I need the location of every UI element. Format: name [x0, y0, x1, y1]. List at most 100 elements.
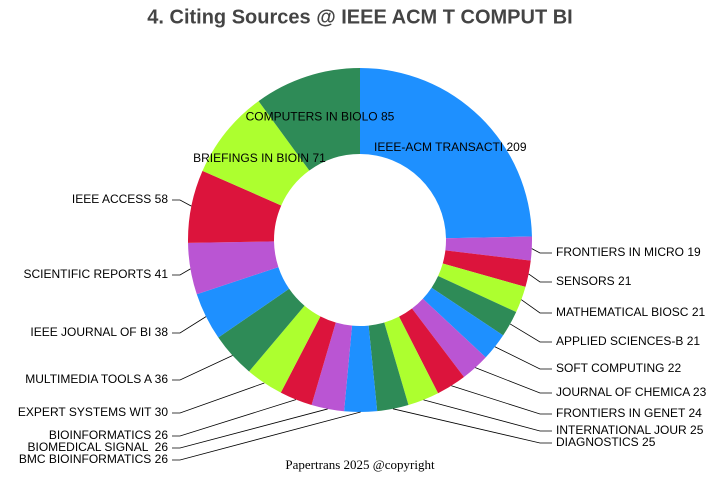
leader-line [172, 399, 296, 437]
slice [411, 298, 486, 378]
slice [360, 68, 532, 239]
slice-label: APPLIED SCIENCES-B 21 [556, 334, 700, 348]
leader-line [172, 268, 191, 276]
slice [442, 250, 531, 287]
label-name: FRONTIERS IN GENET [556, 406, 686, 420]
label-name: BMC BIOINFORMATICS [19, 452, 151, 466]
slice [280, 316, 336, 406]
label-value: 85 [381, 110, 395, 124]
leader-line [451, 385, 552, 415]
slice-label: IEEE-ACM TRANSACTI 209 [374, 140, 527, 154]
slice-label: FRONTIERS IN GENET 24 [556, 406, 702, 420]
footer: Papertrans 2025 @copyright [285, 457, 435, 472]
leader-line [172, 316, 207, 334]
slice [368, 322, 409, 412]
label-name: BIOINFORMATICS [49, 428, 151, 442]
label-value: 21 [687, 334, 701, 348]
slice-label: INTERNATIONAL JOUR 25 [556, 423, 704, 437]
slice-label: SCIENTIFIC REPORTS 41 [24, 267, 169, 281]
label-value: 22 [668, 361, 682, 375]
label-value: 23 [693, 385, 707, 399]
label-value: 26 [155, 428, 169, 442]
label-name: IEEE ACCESS [72, 192, 151, 206]
leader-line [509, 323, 552, 343]
slice [218, 288, 305, 372]
leader-line [531, 248, 552, 254]
slice [384, 316, 439, 406]
leader-line [521, 299, 552, 314]
label-value: 58 [155, 192, 169, 206]
leader-line [172, 382, 265, 414]
slice-label: BMC BIOINFORMATICS 26 [19, 452, 168, 466]
slice [249, 305, 321, 393]
label-name: DIAGNOSTICS [556, 435, 639, 449]
slice [399, 308, 464, 394]
label-value: 19 [687, 245, 701, 259]
label-name: SENSORS [556, 274, 615, 288]
label-value: 21 [618, 274, 632, 288]
label-value: 71 [312, 151, 326, 165]
slice-label: COMPUTERS IN BIOLO 85 [246, 110, 395, 124]
label-name: BIOMEDICAL SIGNAL [27, 440, 151, 454]
label-value: 26 [155, 440, 169, 454]
label-value: 26 [155, 452, 169, 466]
slice-label: MULTIMEDIA TOOLS A 36 [25, 372, 168, 386]
slice [188, 170, 282, 243]
label-name: MULTIMEDIA TOOLS A [25, 372, 152, 386]
slice-label: BRIEFINGS IN BIOIN 71 [193, 151, 326, 165]
label-name: EXPERT SYSTEMS WIT [18, 405, 152, 419]
leader-line [528, 273, 552, 283]
slice [422, 287, 504, 358]
label-value: 25 [642, 435, 656, 449]
slice-label: SOFT COMPUTING 22 [556, 361, 681, 375]
slice-label: JOURNAL OF CHEMICA 23 [556, 385, 707, 399]
slice-label: BIOINFORMATICS 26 [49, 428, 168, 442]
label-name: INTERNATIONAL JOUR [556, 423, 687, 437]
leader-line [494, 346, 552, 370]
label-name: IEEE JOURNAL OF BI [30, 325, 151, 339]
leader-line [172, 199, 192, 207]
label-name: SCIENTIFIC REPORTS [24, 267, 152, 281]
label-value: 38 [155, 325, 169, 339]
slice-label: SENSORS 21 [556, 274, 632, 288]
slice-label: DIAGNOSTICS 25 [556, 435, 656, 449]
label-name: COMPUTERS IN BIOLO [246, 110, 378, 124]
label-value: 30 [155, 405, 169, 419]
leader-line [475, 367, 552, 394]
label-name: BRIEFINGS IN BIOIN [193, 151, 309, 165]
leader-line [172, 355, 233, 381]
slice-label: IEEE JOURNAL OF BI 38 [30, 325, 168, 339]
label-value: 209 [507, 140, 527, 154]
label-name: IEEE-ACM TRANSACTI [374, 140, 503, 154]
label-name: JOURNAL OF CHEMICA [556, 385, 690, 399]
leader-line [172, 408, 328, 449]
slice-label: IEEE ACCESS 58 [72, 192, 168, 206]
leader-line [392, 408, 552, 444]
slice-label: EXPERT SYSTEMS WIT 30 [18, 405, 168, 419]
leader-line [423, 399, 552, 432]
slice [196, 267, 290, 338]
label-value: 41 [155, 267, 169, 281]
slice [188, 241, 279, 295]
label-value: 24 [688, 406, 702, 420]
slice [202, 101, 310, 206]
slice [431, 276, 517, 336]
label-name: FRONTIERS IN MICRO [556, 245, 684, 259]
slice [438, 263, 526, 313]
label-name: SOFT COMPUTING [556, 361, 664, 375]
slice [258, 68, 360, 171]
slice [445, 236, 533, 261]
label-name: MATHEMATICAL BIOSC [556, 305, 689, 319]
label-value: 36 [155, 372, 169, 386]
leader-line [172, 411, 361, 461]
slice [311, 322, 353, 412]
slice-label: MATHEMATICAL BIOSC 21 [556, 305, 705, 319]
slice-label: FRONTIERS IN MICRO 19 [556, 245, 701, 259]
slice [344, 325, 378, 412]
chart-title: 4. Citing Sources @ IEEE ACM T COMPUT BI [147, 6, 572, 28]
label-value: 25 [690, 423, 704, 437]
slice-label: BIOMEDICAL SIGNAL 26 [27, 440, 168, 454]
label-value: 21 [692, 305, 706, 319]
